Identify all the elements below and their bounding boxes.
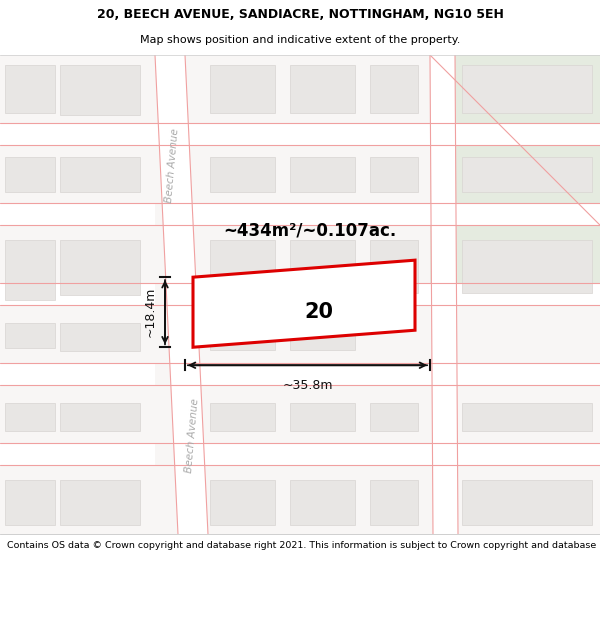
Bar	[5, 481, 55, 526]
Bar	[0, 363, 155, 385]
Bar	[0, 283, 155, 305]
Bar	[210, 320, 275, 350]
Bar	[290, 481, 355, 526]
Text: Beech Avenue: Beech Avenue	[164, 127, 180, 202]
Bar	[185, 203, 600, 225]
Bar	[5, 403, 55, 431]
Text: Beech Avenue: Beech Avenue	[184, 398, 200, 473]
Bar	[0, 443, 155, 466]
Bar	[5, 323, 55, 348]
Bar	[5, 157, 55, 192]
Bar	[370, 240, 418, 293]
Bar	[210, 65, 275, 113]
Bar	[210, 403, 275, 431]
Bar	[60, 403, 140, 431]
Polygon shape	[430, 55, 458, 534]
Bar	[185, 443, 600, 466]
Bar	[0, 123, 600, 145]
Bar	[370, 65, 418, 113]
Bar	[5, 240, 55, 300]
Bar	[290, 240, 355, 293]
Text: Map shows position and indicative extent of the property.: Map shows position and indicative extent…	[140, 35, 460, 45]
Bar	[60, 481, 140, 526]
Bar	[462, 65, 592, 113]
Bar	[290, 403, 355, 431]
Bar	[290, 157, 355, 192]
Text: Contains OS data © Crown copyright and database right 2021. This information is : Contains OS data © Crown copyright and d…	[7, 541, 600, 550]
Text: ~18.4m: ~18.4m	[144, 287, 157, 338]
Bar	[370, 403, 418, 431]
Bar	[370, 157, 418, 192]
Text: 20: 20	[305, 302, 334, 322]
Bar	[5, 65, 55, 113]
Text: ~35.8m: ~35.8m	[282, 379, 333, 392]
Bar	[60, 157, 140, 192]
Bar	[370, 481, 418, 526]
Bar	[60, 323, 140, 351]
Polygon shape	[155, 55, 208, 534]
Bar	[60, 65, 140, 115]
Polygon shape	[430, 55, 600, 285]
Polygon shape	[430, 55, 600, 275]
Bar	[210, 157, 275, 192]
Bar	[290, 320, 355, 350]
Bar	[462, 403, 592, 431]
Bar	[462, 481, 592, 526]
Bar	[462, 157, 592, 192]
Bar	[185, 363, 600, 385]
Text: 20, BEECH AVENUE, SANDIACRE, NOTTINGHAM, NG10 5EH: 20, BEECH AVENUE, SANDIACRE, NOTTINGHAM,…	[97, 8, 503, 21]
Bar	[185, 283, 600, 305]
Bar	[462, 240, 592, 293]
Bar	[0, 203, 155, 225]
Bar	[210, 240, 275, 293]
Text: ~434m²/~0.107ac.: ~434m²/~0.107ac.	[223, 221, 397, 239]
Bar	[210, 481, 275, 526]
Bar	[60, 240, 140, 295]
Bar	[290, 65, 355, 113]
Polygon shape	[193, 260, 415, 348]
